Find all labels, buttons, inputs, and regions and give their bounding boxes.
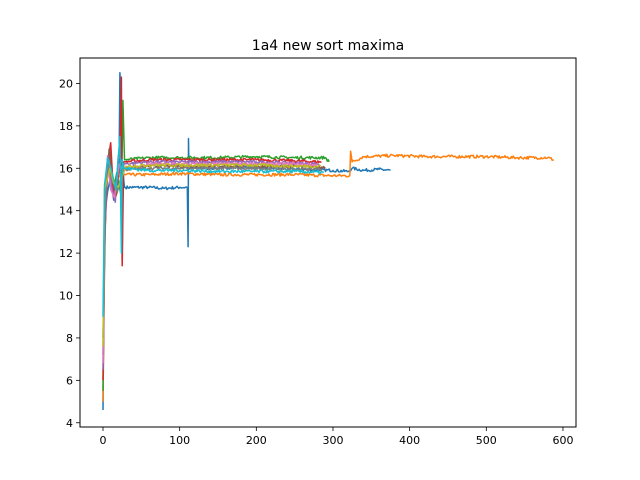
series-line-5: [102, 154, 320, 370]
x-tick-label: 500: [476, 434, 497, 447]
series-line-9: [102, 162, 322, 347]
y-tick-label: 8: [66, 332, 73, 345]
x-tick-label: 300: [322, 434, 343, 447]
series-line-2: [102, 150, 555, 402]
chart-title: 1a4 new sort maxima: [252, 38, 404, 54]
y-tick-label: 12: [59, 247, 73, 260]
y-tick-label: 6: [66, 374, 73, 387]
plot-frame: [79, 57, 577, 428]
x-axis: 0 100 200 300 400 500 600: [99, 427, 573, 447]
x-tick-label: 600: [552, 434, 573, 447]
series-line-4: [102, 76, 322, 381]
x-tick-label: 200: [246, 434, 267, 447]
x-tick-label: 100: [169, 434, 190, 447]
series-layer: [102, 72, 555, 411]
y-tick-label: 20: [59, 77, 73, 90]
x-tick-label: 400: [399, 434, 420, 447]
y-axis: 4 6 8 10 12 14 16 18 20: [59, 77, 80, 430]
series-line-3: [102, 99, 330, 391]
series-line-10: [102, 135, 325, 317]
series-line-8: [102, 163, 323, 338]
x-tick-label: 0: [99, 434, 106, 447]
y-tick-label: 18: [59, 120, 73, 133]
y-tick-label: 4: [66, 417, 73, 430]
y-tick-label: 16: [59, 162, 73, 175]
series-line-1: [102, 72, 391, 411]
y-tick-label: 10: [59, 290, 73, 303]
y-tick-label: 14: [59, 205, 73, 218]
